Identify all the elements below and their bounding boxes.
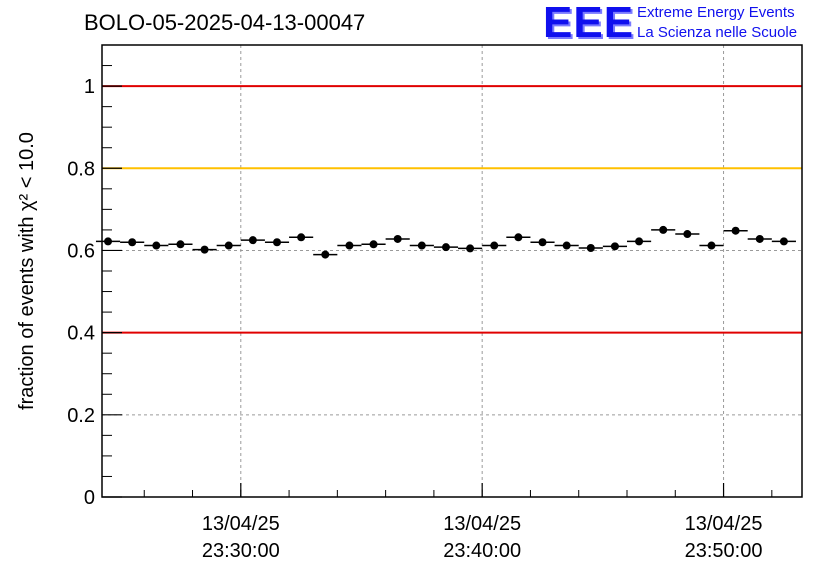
point-marker [176,240,185,249]
data-point [458,244,483,253]
x-tick-date: 13/04/25 [685,513,763,535]
point-marker [104,237,113,246]
point-marker [707,241,716,250]
data-point [264,238,290,247]
data-point [699,241,724,250]
data-point [506,233,531,242]
y-tick-label: 1 [84,76,95,98]
eee-logo: EEE [543,0,635,47]
point-marker [683,230,692,239]
point-marker [441,243,450,252]
data-point [771,237,796,246]
data-point [168,240,193,249]
point-marker [248,236,257,245]
data-point [120,238,145,247]
y-axis-ticks: 0 0.2 0.4 0.6 0.8 1 [67,65,122,509]
point-marker [514,233,523,242]
point-marker [417,241,426,250]
data-point [192,245,217,254]
data-point [409,241,434,250]
x-tick-time: 23:50:00 [685,540,763,562]
data-point [530,238,555,247]
point-marker [369,240,378,249]
y-tick-label: 0.8 [67,158,95,180]
data-point [240,236,265,245]
x-tick-time: 23:30:00 [202,540,280,562]
point-marker [273,238,281,247]
point-marker [635,237,644,246]
data-point [747,234,772,243]
point-marker [152,241,161,250]
point-marker [562,241,571,250]
point-marker [224,241,233,250]
y-axis-label: fraction of events with χ² < 10.0 [16,132,38,410]
point-marker [128,238,137,247]
data-point [385,234,410,243]
plot-frame [101,44,803,498]
y-tick-label: 0.2 [67,405,95,427]
point-marker [610,242,619,251]
point-marker [755,234,764,243]
data-point [482,241,507,250]
data-point [578,243,603,252]
data-point [675,230,700,239]
data-point [337,241,362,250]
logo-subtitle-2: La Scienza nelle Scuole [637,24,798,41]
y-tick-label: 0.6 [67,240,95,262]
reference-lines [102,85,802,334]
x-tick-date: 13/04/25 [202,513,280,535]
data-point [433,243,459,252]
data-point [361,240,386,249]
point-marker [731,226,740,235]
x-axis-ticks: 13/04/25 23:30:00 13/04/25 23:40:00 13/04/25… [143,483,773,562]
y-tick-label: 0 [84,487,95,509]
point-marker [659,225,668,234]
point-marker [490,241,499,250]
data-point [216,241,241,250]
x-tick-date: 13/04/25 [443,513,521,535]
data-point [144,241,169,250]
data-point [95,237,121,246]
y-tick-label: 0.4 [67,323,95,345]
point-marker [345,241,354,250]
point-marker [393,234,402,243]
data-points [95,225,796,259]
x-tick-time: 23:40:00 [443,540,521,562]
point-marker [538,238,547,247]
data-point [651,225,676,234]
data-point [602,242,627,251]
point-marker [466,244,475,253]
data-point [313,250,338,259]
data-point [723,226,748,235]
chart-title: BOLO-05-2025-04-13-00047 [84,10,366,35]
grid [102,45,802,497]
logo-subtitle-1: Extreme Energy Events [637,4,795,21]
point-marker [297,233,306,242]
point-marker [200,245,209,254]
point-marker [586,243,595,252]
data-point [627,237,652,246]
point-marker [779,237,788,246]
data-point [289,233,314,242]
point-marker [321,250,330,259]
data-point [554,241,579,250]
